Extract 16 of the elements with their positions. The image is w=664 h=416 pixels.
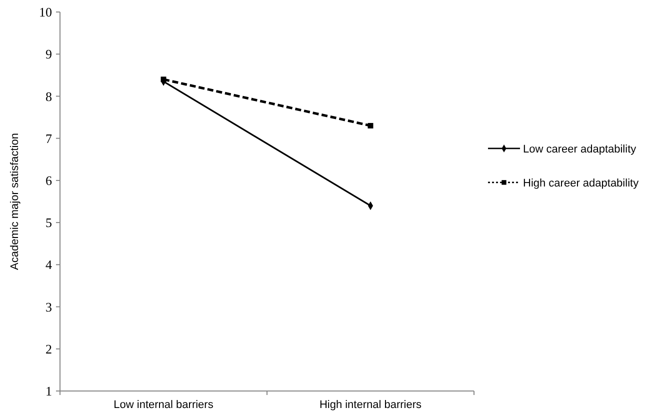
legend-label: Low career adaptability: [523, 143, 637, 156]
y-tick-label: 10: [39, 4, 52, 20]
y-tick-label: 2: [46, 341, 52, 356]
y-tick-label: 8: [46, 88, 52, 104]
y-tick-label: 7: [46, 130, 52, 146]
y-tick-label: 4: [46, 257, 52, 272]
y-tick-label: 5: [46, 215, 52, 230]
y-axis-title: Academic major satisfaction: [9, 133, 21, 270]
y-tick-label: 3: [46, 299, 52, 314]
y-tick-label: 9: [46, 46, 52, 62]
point: [368, 122, 374, 128]
x-tick-label: Low internal barriers: [114, 399, 214, 411]
legend-label: High career adaptability: [523, 177, 640, 190]
y-tick-label: 1: [46, 384, 52, 399]
y-tick-label: 6: [46, 172, 52, 188]
x-tick-label: High internal barriers: [319, 399, 422, 411]
